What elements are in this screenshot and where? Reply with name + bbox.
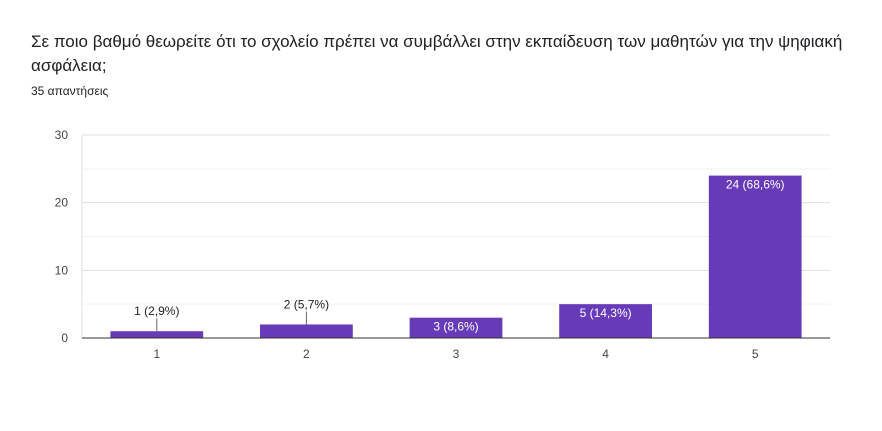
x-tick-label: 3: [453, 347, 460, 361]
data-label: 1 (2,9%): [134, 304, 179, 318]
x-tick-label: 1: [153, 347, 160, 361]
response-count: 35 απαντήσεις: [31, 84, 109, 98]
bar: [708, 175, 802, 338]
x-tick-label: 2: [303, 347, 310, 361]
y-tick-label: 20: [55, 196, 69, 210]
bar: [260, 324, 353, 338]
bar: [559, 304, 652, 338]
y-tick-label: 0: [61, 331, 68, 345]
data-label: 2 (5,7%): [284, 297, 329, 311]
bar: [409, 317, 503, 338]
question-title: Σε ποιο βαθμό θεωρείτε ότι το σχολείο πρ…: [31, 32, 843, 75]
x-tick-label: 4: [602, 347, 609, 361]
data-label: 24 (68,6%): [726, 178, 785, 192]
y-tick-label: 10: [55, 263, 69, 277]
y-tick-label: 30: [55, 128, 69, 142]
x-tick-label: 5: [752, 347, 759, 361]
data-label: 3 (8,6%): [433, 320, 478, 334]
data-label: 5 (14,3%): [580, 306, 632, 320]
bar: [110, 331, 204, 338]
